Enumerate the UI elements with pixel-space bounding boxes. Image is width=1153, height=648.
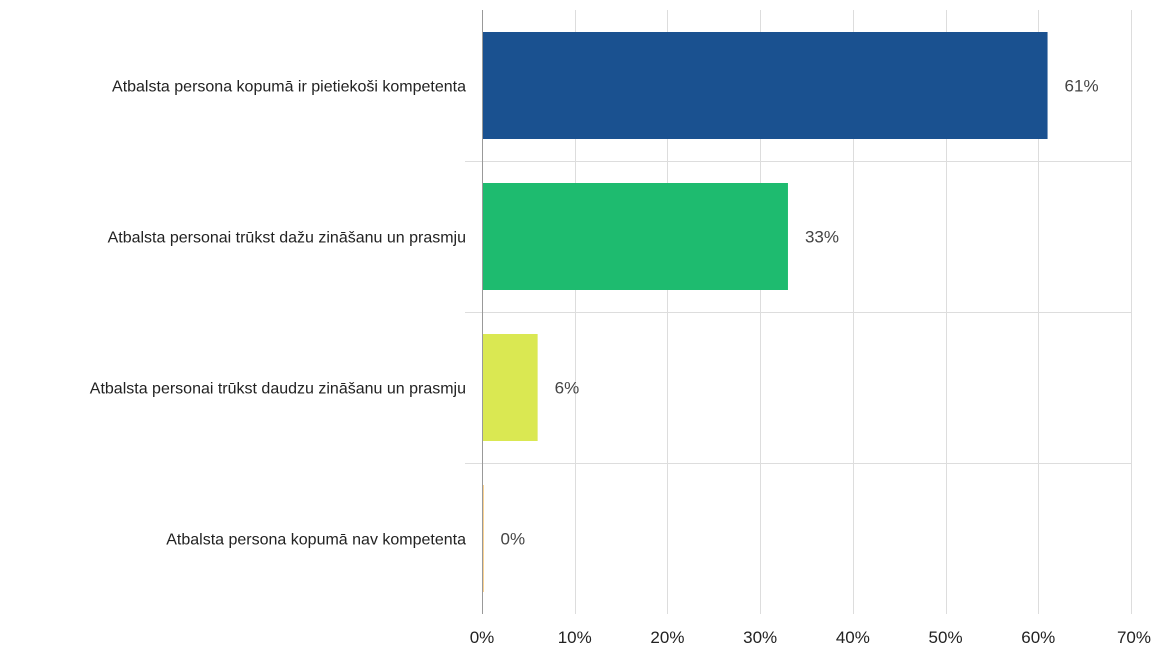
bars bbox=[482, 32, 1048, 592]
bar bbox=[482, 183, 788, 290]
x-axis-ticks: 0% 10% 20% 30% 40% 50% 60% 70% bbox=[470, 628, 1151, 647]
bar bbox=[482, 32, 1048, 139]
x-tick-label: 30% bbox=[743, 628, 777, 647]
bar bbox=[482, 334, 538, 441]
value-labels: 61% 33% 6% 0% bbox=[501, 77, 1099, 549]
x-tick-label: 50% bbox=[929, 628, 963, 647]
value-label: 33% bbox=[805, 228, 839, 247]
x-tick-label: 0% bbox=[470, 628, 495, 647]
x-tick-label: 60% bbox=[1021, 628, 1055, 647]
x-tick-label: 10% bbox=[558, 628, 592, 647]
value-label: 6% bbox=[555, 379, 580, 398]
category-label: Atbalsta personai trūkst daudzu zināšanu… bbox=[90, 381, 466, 398]
category-labels: Atbalsta persona kopumā ir pietiekoši ko… bbox=[90, 79, 466, 549]
category-label: Atbalsta personai trūkst dažu zināšanu u… bbox=[108, 230, 466, 247]
value-label: 0% bbox=[501, 530, 526, 549]
value-label: 61% bbox=[1065, 77, 1099, 96]
x-tick-label: 20% bbox=[650, 628, 684, 647]
x-tick-label: 70% bbox=[1117, 628, 1151, 647]
category-label: Atbalsta persona kopumā ir pietiekoši ko… bbox=[112, 79, 466, 96]
category-label: Atbalsta persona kopumā nav kompetenta bbox=[166, 532, 466, 549]
x-tick-label: 40% bbox=[836, 628, 870, 647]
category-separators bbox=[465, 161, 1131, 464]
